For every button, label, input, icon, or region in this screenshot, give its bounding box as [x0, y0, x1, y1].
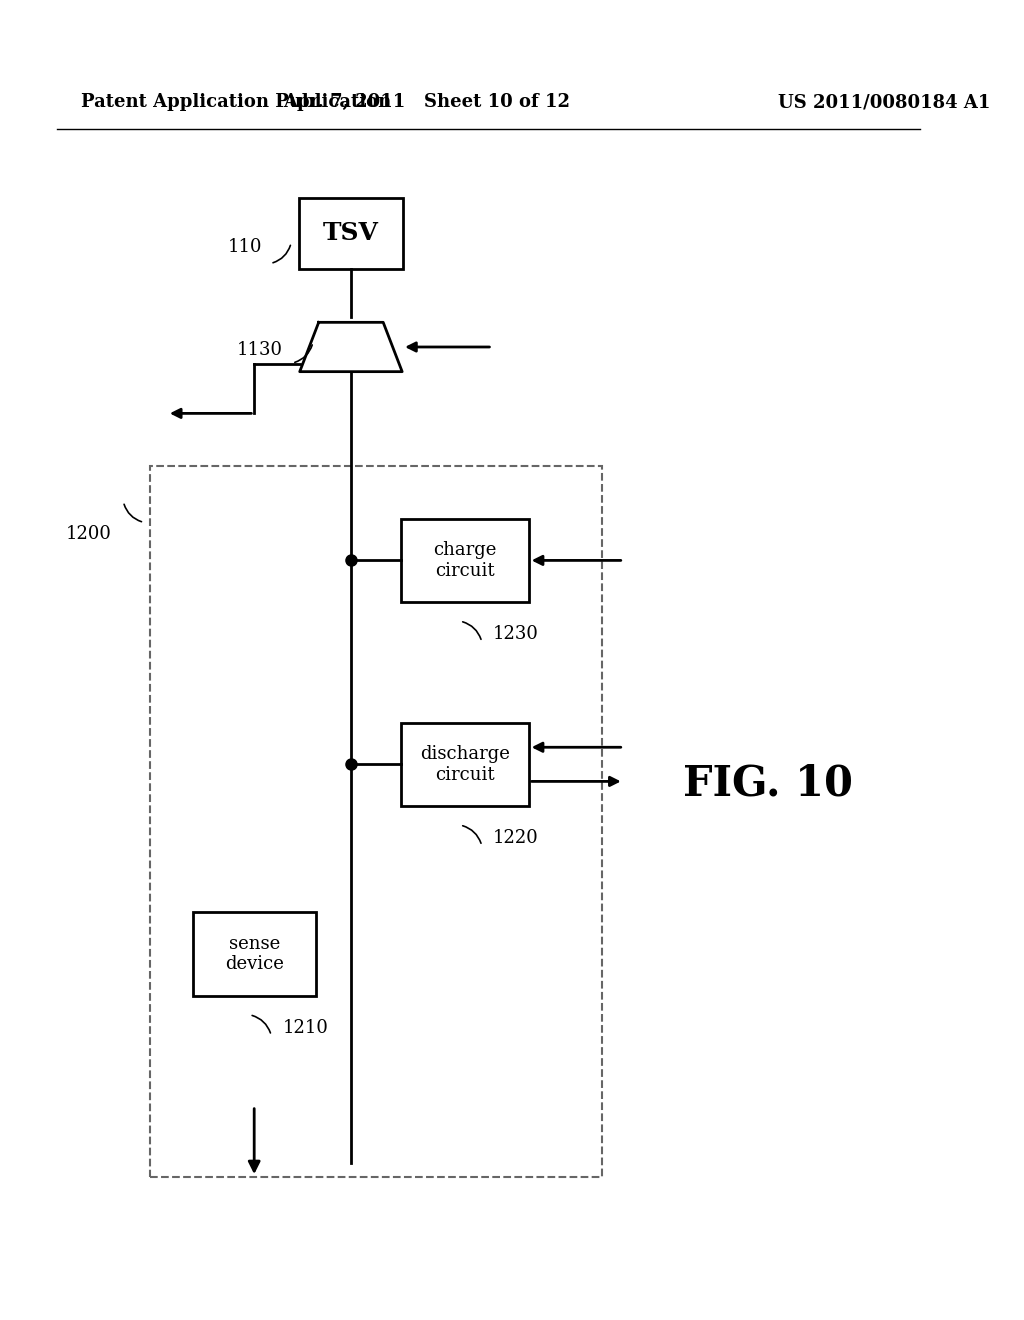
Text: US 2011/0080184 A1: US 2011/0080184 A1: [778, 94, 990, 111]
FancyBboxPatch shape: [299, 198, 403, 269]
Text: 1210: 1210: [283, 1019, 329, 1038]
Text: 1200: 1200: [67, 525, 112, 543]
Text: 1220: 1220: [494, 829, 539, 847]
Text: Patent Application Publication: Patent Application Publication: [81, 94, 391, 111]
Text: FIG. 10: FIG. 10: [683, 763, 853, 804]
Text: TSV: TSV: [323, 222, 379, 246]
Text: discharge
circuit: discharge circuit: [420, 744, 510, 784]
FancyBboxPatch shape: [400, 519, 528, 602]
Text: charge
circuit: charge circuit: [433, 541, 497, 579]
FancyBboxPatch shape: [400, 722, 528, 807]
Text: sense
device: sense device: [224, 935, 284, 973]
Text: 110: 110: [228, 239, 263, 256]
Text: 1130: 1130: [237, 341, 283, 359]
Text: 1230: 1230: [494, 626, 539, 643]
Text: Apr. 7, 2011   Sheet 10 of 12: Apr. 7, 2011 Sheet 10 of 12: [284, 94, 570, 111]
FancyBboxPatch shape: [193, 912, 315, 995]
